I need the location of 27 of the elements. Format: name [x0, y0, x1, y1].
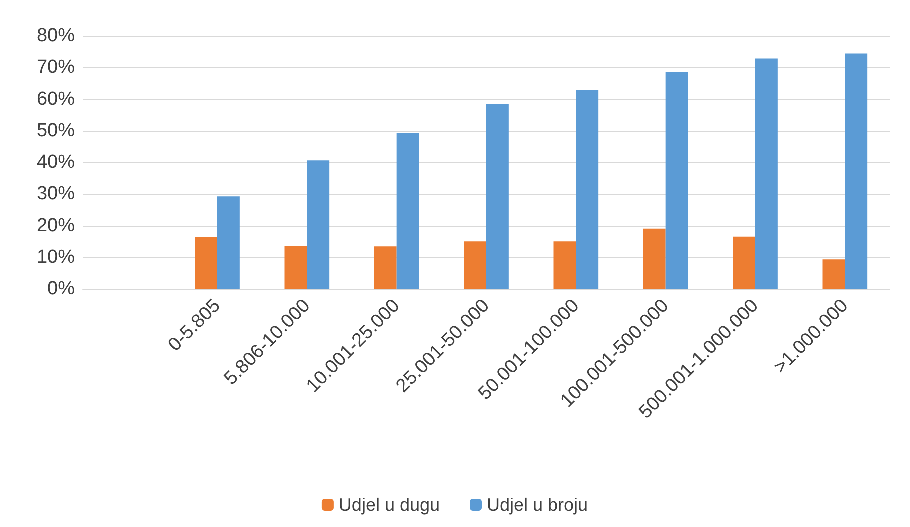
- y-tick-label: 60%: [36, 88, 76, 110]
- bar: [195, 237, 218, 289]
- bar: [845, 54, 868, 289]
- bar: [576, 90, 599, 289]
- bar: [554, 242, 576, 289]
- bar: [307, 160, 330, 289]
- bar: [756, 58, 778, 289]
- bar: [733, 236, 756, 289]
- bar: [284, 246, 308, 289]
- bar: [822, 260, 846, 289]
- y-tick-label: 30%: [36, 184, 76, 205]
- y-tick-label: 70%: [36, 57, 76, 78]
- y-tick-label: 10%: [36, 246, 76, 268]
- legend-label: Udjel u broju: [487, 495, 588, 515]
- bar: [666, 72, 688, 289]
- bar: [374, 246, 397, 289]
- legend-label: Udjel u dugu: [338, 495, 440, 515]
- bar: [218, 196, 240, 289]
- y-tick-label: 0%: [48, 278, 76, 300]
- y-tick-label: 80%: [36, 26, 76, 46]
- bar: [464, 242, 486, 289]
- y-tick-label: 40%: [36, 152, 76, 173]
- y-tick-label: 20%: [36, 215, 76, 236]
- y-tick-label: 50%: [36, 120, 76, 142]
- bar: [396, 133, 420, 289]
- bar: [643, 228, 666, 289]
- bar: [486, 104, 509, 289]
